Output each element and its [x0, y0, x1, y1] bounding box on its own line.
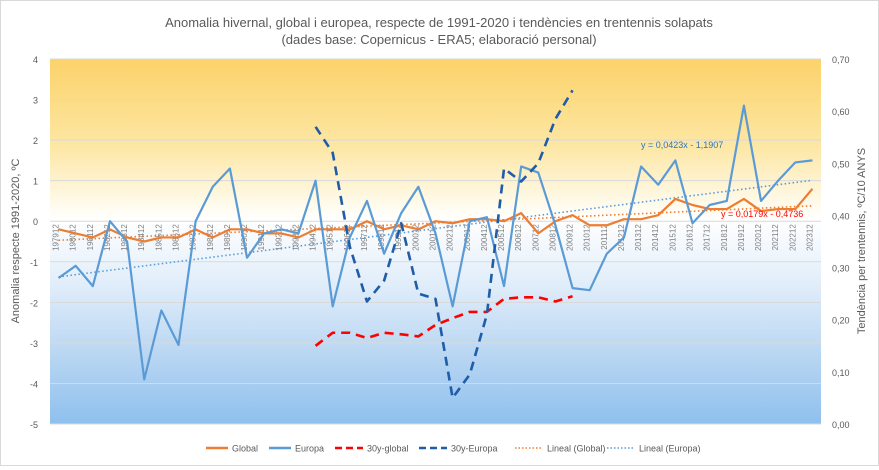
chart-title-line2: (dades base: Copernicus - ERA5; elaborac…: [281, 32, 596, 47]
x-tick-label: 201512: [668, 224, 677, 251]
x-tick-label: 199612: [343, 224, 352, 251]
x-tick-label: 202212: [788, 224, 797, 251]
x-tick-label: 201112: [600, 224, 609, 250]
x-tick-label: 202112: [771, 224, 780, 251]
x-tick-label: 201012: [583, 224, 592, 251]
y-tick-label: 0: [33, 217, 38, 227]
y-tick-label: -1: [30, 258, 38, 268]
legend: Global Europa 30y-global 30y-Europa Lineal (…: [206, 444, 701, 454]
x-tick-label: 201412: [651, 224, 660, 251]
chart-title-line1: Anomalia hivernal, global i europea, res…: [165, 15, 713, 30]
y2-tick-label: 0,00: [832, 420, 850, 430]
y2-axis-label: Tendència per trentennis, ºC/10 ANYS: [856, 148, 868, 334]
y2-tick-label: 0,30: [832, 264, 850, 274]
x-tick-label: 199912: [394, 224, 403, 251]
trend-eq-europa: y = 0,0423x - 1,1907: [641, 140, 723, 150]
legend-label-lineal-europa: Lineal (Europa): [639, 444, 701, 454]
y2-tick-label: 0,40: [832, 211, 850, 221]
x-tick-label: 201812: [720, 224, 729, 251]
y-tick-label: -2: [30, 298, 38, 308]
x-tick-label: 200912: [566, 224, 575, 251]
x-tick-label: 197912: [52, 224, 61, 251]
legend-label-lineal-global: Lineal (Global): [547, 444, 606, 454]
x-tick-label: 199212: [274, 224, 283, 251]
x-tick-label: 199812: [377, 224, 386, 251]
trend-line-europa: [58, 179, 813, 278]
x-tick-label: 200512: [497, 224, 506, 251]
y-tick-label: -3: [30, 339, 38, 349]
legend-label-global: Global: [232, 444, 258, 454]
trend-eq-global: y = 0,0179x - 0,4736: [721, 209, 803, 219]
x-tick-label: 200812: [548, 224, 557, 251]
series-line-30y-global: [314, 295, 573, 347]
x-tick-label: 200112: [429, 224, 438, 251]
x-tick-label: 200712: [531, 224, 540, 251]
x-tick-label: 200212: [446, 224, 455, 251]
y-tick-label: 2: [33, 136, 38, 146]
series-line-30y-europa: [314, 89, 574, 400]
x-tick-label: 199512: [326, 224, 335, 251]
x-tick-label: 200412: [480, 224, 489, 251]
y2-tick-label: 0,20: [832, 316, 850, 326]
y-axis-label: Anomalia respecte 1991-2020, ºC: [10, 159, 22, 324]
legend-label-30y-europa: 30y-Europa: [451, 444, 498, 454]
x-tick-label: 201312: [634, 224, 643, 251]
y-tick-label: 3: [33, 96, 38, 106]
y-tick-label: 4: [33, 55, 38, 65]
x-tick-label: 198412: [137, 224, 146, 251]
x-tick-label: 199412: [309, 224, 318, 251]
legend-label-europa: Europa: [295, 444, 324, 454]
x-tick-label: 200612: [514, 224, 523, 251]
x-tick-label: 201912: [737, 224, 746, 251]
y-tick-label: 1: [33, 177, 38, 187]
x-tick-label: 198012: [69, 224, 78, 251]
x-tick-label: 201612: [686, 224, 695, 251]
x-tick-label: 201212: [617, 224, 626, 251]
legend-label-30y-global: 30y-global: [367, 444, 409, 454]
y2-tick-label: 0,10: [832, 368, 850, 378]
x-tick-label: 200012: [411, 224, 420, 251]
y-tick-label: -4: [30, 379, 38, 389]
x-tick-label: 202312: [805, 224, 814, 251]
x-tick-label: 202012: [754, 224, 763, 251]
y2-tick-label: 0,60: [832, 107, 850, 117]
trend-line-global: [58, 204, 813, 242]
series-line-europa: [57, 104, 813, 381]
plot-background: [50, 59, 821, 424]
x-tick-label: 201712: [703, 224, 712, 251]
y-tick-label: -5: [30, 420, 38, 430]
y2-tick-label: 0,50: [832, 159, 850, 169]
y2-tick-label: 0,70: [832, 55, 850, 65]
x-tick-label: 199012: [240, 224, 249, 251]
x-tick-label: 198912: [223, 224, 232, 251]
